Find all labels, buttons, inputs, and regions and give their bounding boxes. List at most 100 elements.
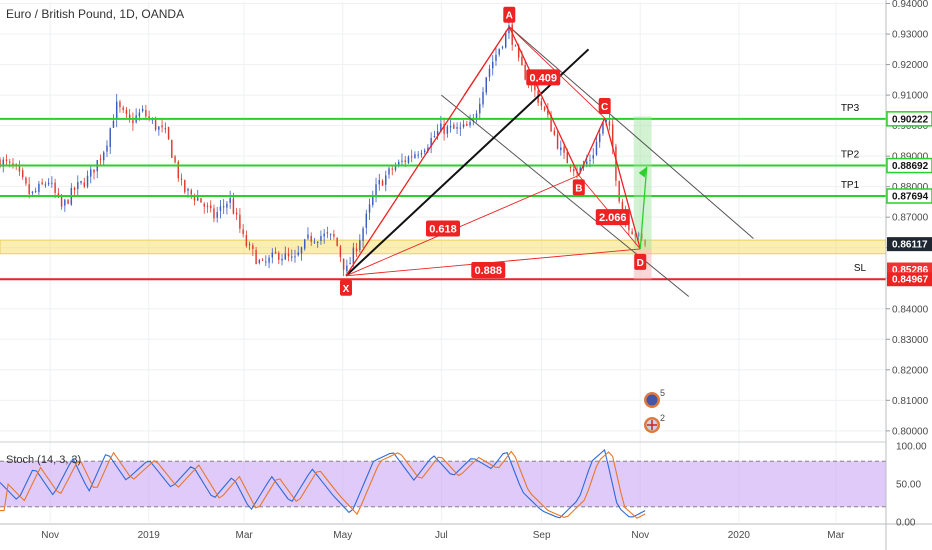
time-tick-label: Mar: [827, 530, 845, 541]
candle: [407, 155, 410, 165]
price-tick-label: 0.92000: [892, 60, 929, 71]
chart-title: Euro / British Pound, 1D, OANDA: [6, 7, 184, 21]
candle: [5, 154, 8, 166]
stoch-d-line: [0, 450, 646, 519]
candle: [18, 160, 21, 176]
candle: [430, 132, 432, 154]
candle: [540, 97, 543, 111]
candle: [86, 170, 89, 189]
candle: [303, 238, 306, 251]
channel-line-lower: [441, 94, 690, 297]
candle: [226, 201, 228, 215]
ratio-badge: 0.618: [426, 220, 460, 237]
candle: [524, 59, 526, 81]
candle: [261, 258, 264, 261]
candle: [171, 139, 173, 158]
candle: [485, 76, 487, 96]
channel-line-upper: [508, 26, 754, 239]
candle: [167, 126, 170, 141]
candle: [618, 180, 620, 204]
candle: [93, 169, 95, 180]
candle: [346, 259, 348, 274]
candle: [83, 177, 86, 189]
candle: [608, 114, 611, 131]
candle: [51, 176, 53, 188]
candle: [300, 246, 303, 261]
price-tick-label: 0.88000: [892, 182, 929, 193]
time-tick-label: Jul: [435, 530, 448, 541]
candle: [479, 97, 481, 120]
candle: [310, 232, 312, 246]
harmonic-pattern: 0.409 0.618 2.066 0.888 X A B C D: [339, 6, 754, 297]
svg-text:0.87694: 0.87694: [892, 192, 929, 203]
level-label-tp2: TP2: [841, 150, 860, 161]
point-label-x: X: [339, 279, 352, 296]
candle: [446, 124, 449, 138]
candle: [498, 48, 500, 57]
ratio-badge: 0.888: [471, 261, 506, 278]
candle: [475, 110, 478, 123]
candle: [252, 243, 254, 256]
event-count: 2: [660, 413, 665, 423]
candle: [242, 224, 244, 238]
eu-event-icon[interactable]: 5: [644, 388, 665, 408]
candle: [271, 248, 274, 264]
level-label-sl: SL: [854, 263, 867, 274]
level-label-tp3: TP3: [841, 103, 860, 114]
candle: [294, 249, 296, 263]
candle: [161, 118, 163, 133]
candle: [122, 105, 124, 113]
candle: [284, 246, 286, 260]
ratio-badge: 2.066: [595, 209, 630, 226]
candle: [316, 241, 319, 248]
candle: [174, 155, 176, 164]
candle: [307, 227, 309, 241]
candle: [177, 160, 180, 182]
candle: [336, 237, 338, 247]
target-zone: [633, 116, 652, 249]
candle: [103, 150, 105, 165]
candle: [141, 105, 144, 113]
candle: [560, 140, 562, 156]
candle: [125, 107, 128, 119]
candle: [637, 231, 640, 240]
candle: [349, 256, 351, 265]
candle: [326, 226, 329, 239]
candle: [190, 188, 192, 200]
candle: [436, 124, 439, 140]
candle: [553, 127, 556, 137]
candle: [365, 209, 368, 235]
time-tick-label: Nov: [631, 530, 649, 541]
candle: [352, 242, 355, 268]
stoch-tick-label: 50.00: [896, 480, 921, 491]
candle: [329, 233, 332, 241]
svg-text:0.88692: 0.88692: [892, 161, 929, 172]
price-tag-tp1: 0.87694: [887, 189, 932, 204]
uk-event-icon[interactable]: 2: [644, 413, 665, 433]
candle: [112, 114, 115, 129]
candle: [381, 179, 384, 186]
candle: [504, 30, 507, 49]
candle: [158, 126, 160, 136]
svg-text:C: C: [601, 102, 608, 113]
price-tick-label: 0.93000: [892, 30, 929, 41]
time-tick-label: Mar: [236, 530, 254, 541]
svg-text:0.85286: 0.85286: [892, 265, 929, 276]
ratio-badge: 0.409: [526, 69, 561, 86]
candle: [278, 251, 280, 265]
candle: [598, 127, 601, 148]
candle: [423, 148, 426, 155]
candle: [501, 45, 504, 50]
candle: [342, 258, 345, 277]
candle: [255, 247, 257, 265]
candle: [453, 122, 455, 129]
candle: [31, 191, 34, 196]
candle: [456, 122, 458, 134]
arrow-head: [638, 166, 647, 178]
leg-bc: [578, 117, 606, 176]
svg-text:A: A: [506, 11, 513, 22]
target-arrow: [639, 166, 648, 249]
candle: [495, 47, 497, 66]
